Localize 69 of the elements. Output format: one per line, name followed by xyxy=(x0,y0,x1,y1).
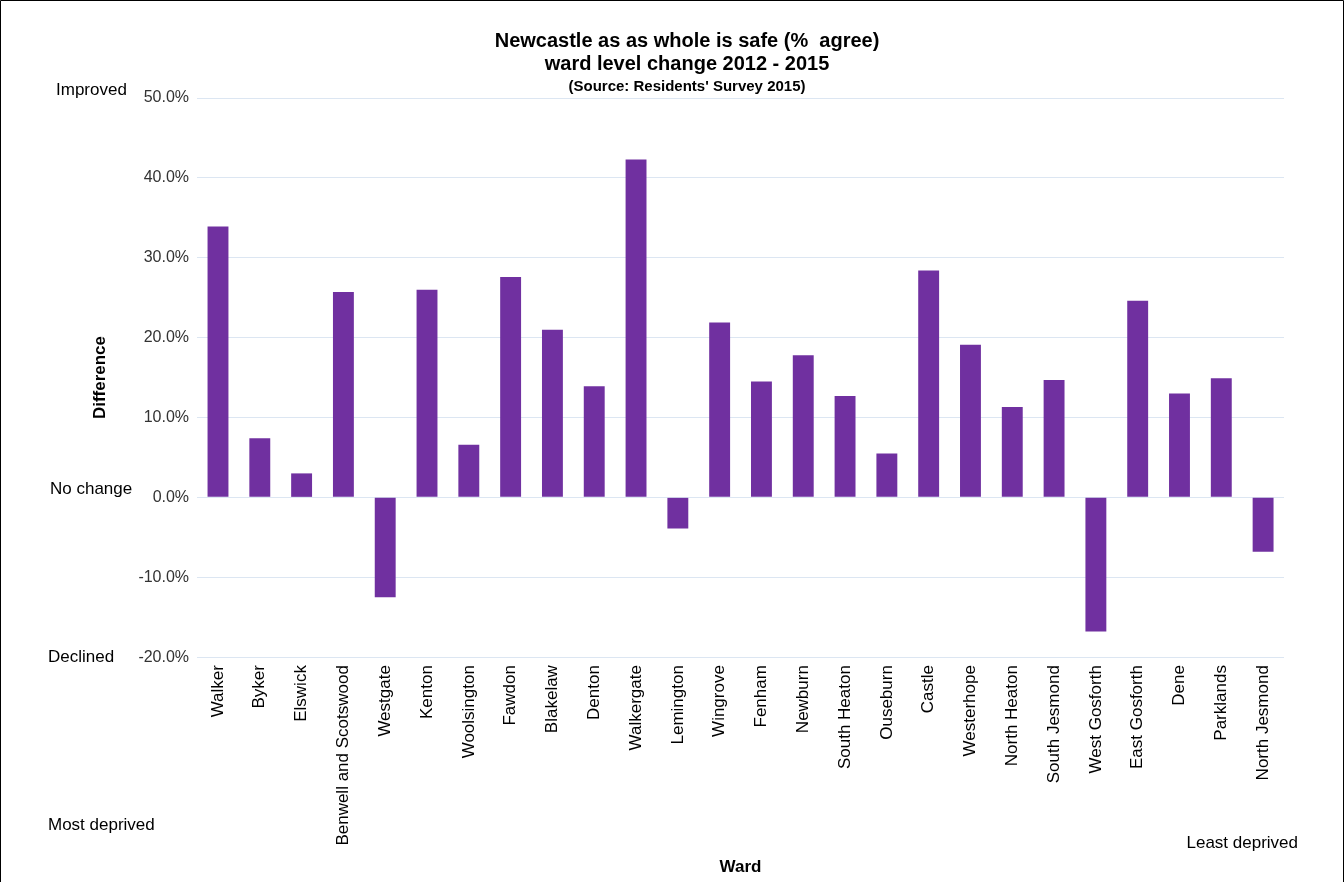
bar xyxy=(876,453,898,497)
y-axis-title: Difference xyxy=(89,335,109,420)
x-tick-label: North Jesmond xyxy=(1252,665,1272,781)
x-tick-label: North Heaton xyxy=(1001,665,1021,767)
x-tick-label: Fenham xyxy=(751,665,771,728)
y-tick-label: 50.0% xyxy=(143,88,190,106)
bar xyxy=(751,381,772,497)
x-tick-label: Ouseburn xyxy=(876,665,896,740)
x-tick-label: South Heaton xyxy=(834,665,854,770)
y-tick-label: 0.0% xyxy=(152,487,190,505)
bar xyxy=(667,497,689,529)
x-tick-label: Byker xyxy=(249,664,269,709)
bar xyxy=(500,276,522,497)
bar xyxy=(416,289,438,497)
y-tick-label: 30.0% xyxy=(143,248,190,266)
y-tick-label: 20.0% xyxy=(143,328,190,346)
x-tick-label: Lemington xyxy=(667,665,687,745)
x-tick-label: Fawdon xyxy=(500,665,520,726)
bar xyxy=(1043,379,1065,497)
bar xyxy=(541,329,563,497)
y-tick-label: -20.0% xyxy=(138,647,190,665)
text: Improved xyxy=(56,79,127,99)
x-tick-label: Benwell and Scotswood xyxy=(333,665,353,846)
x-tick-label: South Jesmond xyxy=(1043,665,1063,784)
bar xyxy=(458,444,480,497)
x-tick-label: Parklands xyxy=(1210,665,1230,741)
x-tick-label: Walker xyxy=(207,664,227,718)
x-tick-label: Newburn xyxy=(792,665,812,734)
bar xyxy=(332,292,354,497)
chart-title: Newcastle as as whole is safe (% agree) ward level change 2012 - 2015 xyxy=(494,29,880,75)
x-tick-label: Kenton xyxy=(416,665,436,719)
text: Least deprived xyxy=(1186,832,1298,852)
bar xyxy=(207,226,229,497)
bar xyxy=(625,159,647,497)
bar xyxy=(1085,497,1107,632)
x-axis-title: Ward xyxy=(719,857,762,877)
x-tick-label: Westerhope xyxy=(960,665,980,757)
x-tick-label: East Gosforth xyxy=(1127,665,1147,770)
x-tick-label: Wingrove xyxy=(709,665,729,737)
bar xyxy=(1252,497,1274,552)
bar xyxy=(960,344,981,497)
y-tick-label: 10.0% xyxy=(143,407,190,425)
bar xyxy=(834,395,856,497)
chart-subtitle: (Source: Residents' Survey 2015) xyxy=(568,77,806,95)
y-tick-label: -10.0% xyxy=(138,567,190,585)
x-tick-label: Dene xyxy=(1169,665,1189,706)
bar xyxy=(918,270,940,497)
bar xyxy=(1001,407,1023,497)
bar xyxy=(1210,378,1232,497)
bar xyxy=(374,497,396,598)
text: Most deprived xyxy=(48,814,155,834)
x-tick-label: Castle xyxy=(918,665,938,714)
x-tick-label: Woolsington xyxy=(458,665,478,759)
bar xyxy=(249,438,271,497)
x-tick-label: West Gosforth xyxy=(1085,665,1105,774)
text: No change xyxy=(50,479,133,499)
x-tick-label: Denton xyxy=(583,665,603,720)
bar xyxy=(709,322,731,497)
bar xyxy=(1127,300,1149,497)
bar xyxy=(1169,393,1190,497)
x-tick-label: Westgate xyxy=(374,665,394,737)
text: Declined xyxy=(48,646,115,666)
x-tick-label: Blakelaw xyxy=(542,664,562,734)
x-tick-label: Walkergate xyxy=(625,665,645,751)
y-tick-label: 40.0% xyxy=(143,168,190,186)
bar xyxy=(583,386,605,497)
bar xyxy=(291,473,313,497)
x-tick-label: Elswick xyxy=(291,664,311,722)
bar xyxy=(792,355,814,497)
